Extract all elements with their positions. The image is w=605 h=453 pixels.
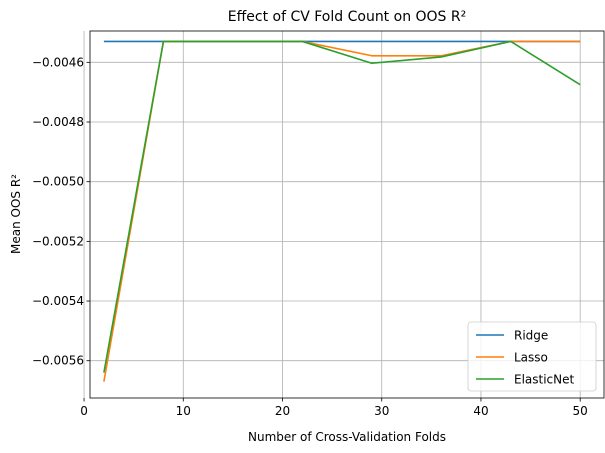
y-tick-label: −0.0046 bbox=[32, 55, 84, 69]
legend-label: ElasticNet bbox=[514, 373, 575, 387]
legend-label: Ridge bbox=[514, 329, 548, 343]
chart-title: Effect of CV Fold Count on OOS R² bbox=[228, 9, 466, 25]
legend: Ridge Lasso ElasticNet bbox=[467, 321, 597, 392]
x-tick-label: 10 bbox=[176, 404, 191, 418]
x-tick-label: 30 bbox=[374, 404, 389, 418]
plot-area-frame bbox=[89, 30, 605, 399]
y-tick-label: −0.0050 bbox=[32, 175, 84, 189]
x-tick-label: 50 bbox=[573, 404, 588, 418]
y-tick-label: −0.0052 bbox=[32, 234, 84, 248]
x-tick-label: 0 bbox=[80, 404, 88, 418]
legend-label: Lasso bbox=[514, 351, 548, 365]
grid bbox=[83, 31, 604, 398]
axis-ticks: 0 10 20 30 40 50 −0.0056 −0.0054 −0.0052 −0.0050 −… bbox=[32, 55, 588, 418]
x-axis-label: Number of Cross-Validation Folds bbox=[248, 430, 446, 444]
x-tick-label: 40 bbox=[473, 404, 488, 418]
y-tick-label: −0.0054 bbox=[32, 294, 84, 308]
series-lines bbox=[103, 40, 581, 382]
series-line-elasticnet bbox=[103, 40, 581, 373]
y-tick-label: −0.0048 bbox=[32, 115, 84, 129]
legend-box bbox=[467, 321, 597, 392]
x-tick-label: 20 bbox=[275, 404, 290, 418]
y-tick-label: −0.0056 bbox=[32, 354, 84, 368]
y-axis-label: Mean OOS R² bbox=[9, 174, 23, 254]
